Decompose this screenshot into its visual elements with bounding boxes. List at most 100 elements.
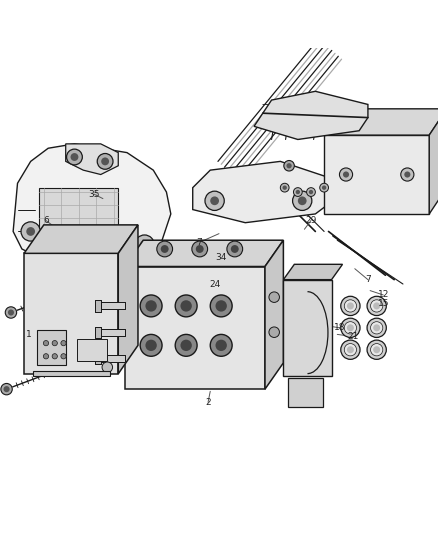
Circle shape (205, 191, 224, 211)
Circle shape (43, 354, 49, 359)
Circle shape (161, 245, 169, 253)
Text: 7: 7 (196, 238, 202, 247)
Circle shape (210, 295, 232, 317)
Circle shape (284, 160, 294, 171)
Circle shape (97, 154, 113, 169)
Polygon shape (13, 144, 171, 266)
Text: 6: 6 (43, 216, 49, 225)
Circle shape (135, 235, 154, 254)
Circle shape (61, 354, 66, 359)
Circle shape (371, 322, 383, 334)
Circle shape (192, 241, 208, 257)
Circle shape (71, 153, 78, 161)
Text: 12: 12 (378, 290, 389, 300)
Circle shape (180, 340, 192, 351)
Circle shape (347, 302, 354, 310)
Polygon shape (125, 240, 283, 266)
Text: 15: 15 (378, 299, 389, 308)
Polygon shape (193, 161, 333, 223)
Circle shape (52, 354, 57, 359)
Circle shape (367, 296, 386, 316)
Circle shape (309, 190, 313, 194)
Circle shape (52, 341, 57, 346)
Bar (324, 135, 429, 214)
Circle shape (320, 183, 328, 192)
Circle shape (157, 241, 173, 257)
Bar (101, 302, 125, 310)
Circle shape (101, 157, 109, 165)
Circle shape (269, 327, 279, 337)
Bar (74, 236, 114, 258)
Circle shape (145, 340, 157, 351)
Circle shape (401, 168, 414, 181)
Polygon shape (66, 144, 118, 174)
Polygon shape (254, 91, 368, 140)
Bar (101, 355, 125, 362)
Text: 34: 34 (215, 253, 227, 262)
Circle shape (367, 340, 386, 359)
Bar (95, 300, 101, 312)
Circle shape (296, 190, 300, 194)
Bar (95, 300, 101, 312)
Circle shape (344, 322, 357, 334)
Circle shape (293, 191, 312, 211)
Circle shape (293, 188, 302, 197)
Circle shape (286, 163, 292, 168)
Bar (95, 327, 101, 338)
Bar (24, 253, 118, 374)
Circle shape (180, 300, 192, 312)
Circle shape (175, 334, 197, 356)
Circle shape (61, 341, 66, 346)
Circle shape (347, 346, 354, 353)
Text: 29: 29 (305, 216, 317, 225)
Circle shape (371, 300, 383, 312)
Circle shape (347, 324, 354, 332)
Circle shape (322, 185, 326, 190)
Circle shape (210, 197, 219, 205)
Circle shape (21, 222, 40, 241)
Circle shape (344, 300, 357, 312)
Text: 35: 35 (88, 190, 100, 199)
Text: 7: 7 (365, 275, 371, 284)
Circle shape (307, 188, 315, 197)
Circle shape (43, 341, 49, 346)
Circle shape (227, 241, 243, 257)
Circle shape (269, 292, 279, 302)
Bar (101, 329, 125, 336)
Bar (101, 302, 125, 310)
Circle shape (344, 344, 357, 356)
Circle shape (373, 346, 380, 353)
Text: 24: 24 (209, 279, 220, 288)
Text: 1: 1 (25, 330, 32, 339)
Bar (77, 339, 107, 361)
Circle shape (339, 168, 353, 181)
Circle shape (341, 296, 360, 316)
Polygon shape (118, 225, 138, 374)
Bar (101, 302, 125, 310)
Circle shape (283, 185, 287, 190)
Circle shape (215, 340, 227, 351)
Bar (101, 355, 125, 362)
Circle shape (373, 302, 380, 310)
Circle shape (367, 318, 386, 337)
Circle shape (26, 227, 35, 236)
Circle shape (140, 240, 149, 249)
Polygon shape (265, 240, 283, 389)
Circle shape (371, 344, 383, 356)
Circle shape (175, 295, 197, 317)
Circle shape (341, 340, 360, 359)
Circle shape (5, 307, 17, 318)
Bar (101, 355, 125, 362)
Circle shape (140, 295, 162, 317)
Bar (95, 327, 101, 338)
Bar (125, 266, 265, 389)
Circle shape (102, 362, 113, 373)
Bar (33, 371, 110, 376)
Bar (95, 353, 101, 364)
Circle shape (67, 149, 82, 165)
Circle shape (404, 172, 410, 177)
Bar (101, 329, 125, 336)
Bar (95, 300, 101, 312)
Circle shape (298, 197, 307, 205)
Circle shape (215, 300, 227, 312)
